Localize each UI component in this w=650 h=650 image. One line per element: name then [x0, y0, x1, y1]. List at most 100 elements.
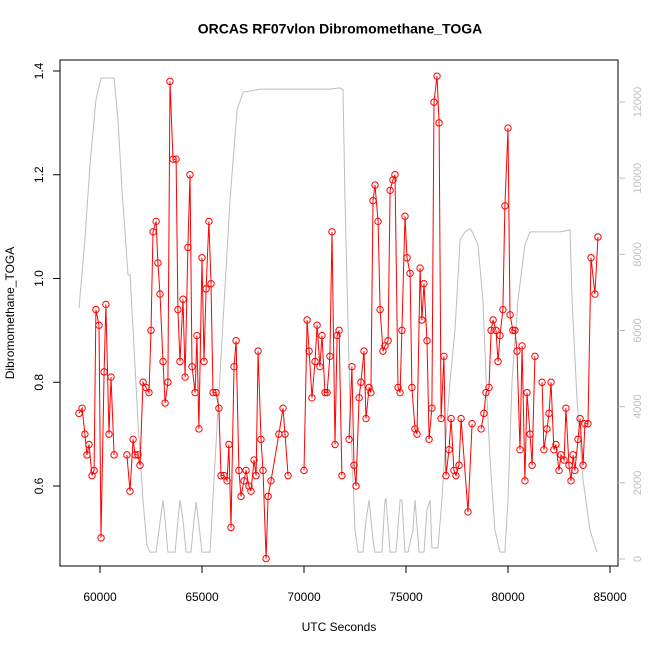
x-tick-label: 60000	[83, 590, 117, 604]
data-point	[455, 461, 463, 469]
data-point	[540, 445, 548, 454]
data-point	[259, 466, 267, 475]
data-point	[350, 461, 358, 469]
x-tick-label: 75000	[389, 590, 423, 604]
data-point	[195, 425, 203, 433]
data-point	[232, 337, 240, 345]
data-point	[225, 440, 233, 449]
data-point	[352, 482, 360, 490]
data-point	[149, 228, 157, 236]
data-point	[494, 357, 502, 366]
data-point	[420, 279, 428, 288]
data-point	[303, 316, 311, 324]
data-point	[348, 362, 356, 371]
data-point	[428, 404, 436, 412]
data-point	[584, 420, 592, 428]
data-point	[202, 285, 210, 293]
data-point	[338, 471, 346, 480]
data-point	[172, 155, 180, 163]
data-point	[191, 388, 199, 397]
data-point	[345, 435, 353, 444]
data-point	[147, 326, 155, 335]
y-axis-label: Dibromomethane_TOGA	[3, 247, 17, 380]
data-point	[161, 399, 169, 407]
data-point	[254, 347, 262, 355]
data-point	[164, 378, 172, 386]
data-point	[447, 414, 455, 423]
data-point	[95, 321, 103, 329]
data-point	[179, 295, 187, 303]
data-point	[396, 388, 404, 397]
y2-tick-label: 12000	[632, 87, 644, 118]
data-point	[480, 409, 488, 418]
data-point	[134, 451, 142, 459]
data-point	[252, 471, 260, 480]
data-point	[174, 305, 182, 314]
y-tick-label: 0.6	[32, 477, 46, 494]
plot-box	[59, 59, 619, 567]
data-point	[193, 331, 201, 340]
data-point	[126, 487, 134, 495]
data-point	[318, 331, 326, 340]
data-point	[284, 471, 292, 480]
data-point	[518, 342, 526, 350]
data-point	[159, 357, 167, 366]
data-point	[281, 430, 289, 438]
data-point	[78, 404, 86, 412]
data-point	[506, 311, 514, 319]
data-point	[408, 383, 416, 392]
data-line	[78, 77, 598, 553]
data-point	[262, 554, 270, 563]
data-point	[565, 461, 573, 469]
data-point	[379, 347, 387, 355]
data-point	[371, 181, 379, 189]
data-line	[78, 304, 115, 538]
data-point	[442, 471, 450, 480]
y2-tick-label: 4000	[632, 394, 644, 418]
data-point	[516, 445, 524, 454]
data-point	[511, 326, 519, 335]
data-point	[305, 347, 313, 355]
data-point	[200, 357, 208, 366]
data-point	[308, 394, 316, 402]
data-point	[538, 378, 546, 386]
data-point	[323, 388, 331, 397]
data-point	[376, 305, 384, 314]
data-point	[489, 316, 497, 324]
data-point	[413, 430, 421, 438]
data-point	[437, 414, 445, 423]
data-point	[136, 461, 144, 469]
data-point	[129, 435, 137, 444]
data-point	[389, 176, 397, 184]
data-point	[552, 440, 560, 449]
data-point	[88, 471, 96, 480]
data-point	[398, 326, 406, 335]
data-point	[555, 466, 563, 475]
x-tick-label: 85000	[593, 590, 627, 604]
data-point	[176, 357, 184, 366]
data-point	[264, 492, 272, 501]
data-point	[212, 388, 220, 397]
data-point	[545, 409, 553, 418]
data-point	[90, 466, 98, 475]
data-point	[547, 378, 555, 386]
x-tick-label: 80000	[491, 590, 525, 604]
data-point	[384, 337, 392, 345]
data-point	[131, 451, 139, 459]
y-tick-label: 1.4	[32, 62, 46, 79]
y-tick-label: 0.8	[32, 374, 46, 391]
data-point	[235, 466, 243, 475]
data-point	[156, 290, 164, 298]
data-point	[257, 435, 265, 444]
data-point	[445, 445, 453, 454]
data-point	[186, 171, 194, 179]
data-point	[207, 279, 215, 288]
data-point	[205, 217, 213, 226]
data-point	[181, 373, 189, 381]
x-axis-label: UTC Seconds	[302, 620, 377, 634]
data-point	[567, 477, 575, 485]
data-point	[237, 492, 245, 501]
data-point	[418, 316, 426, 324]
data-point	[369, 196, 377, 205]
